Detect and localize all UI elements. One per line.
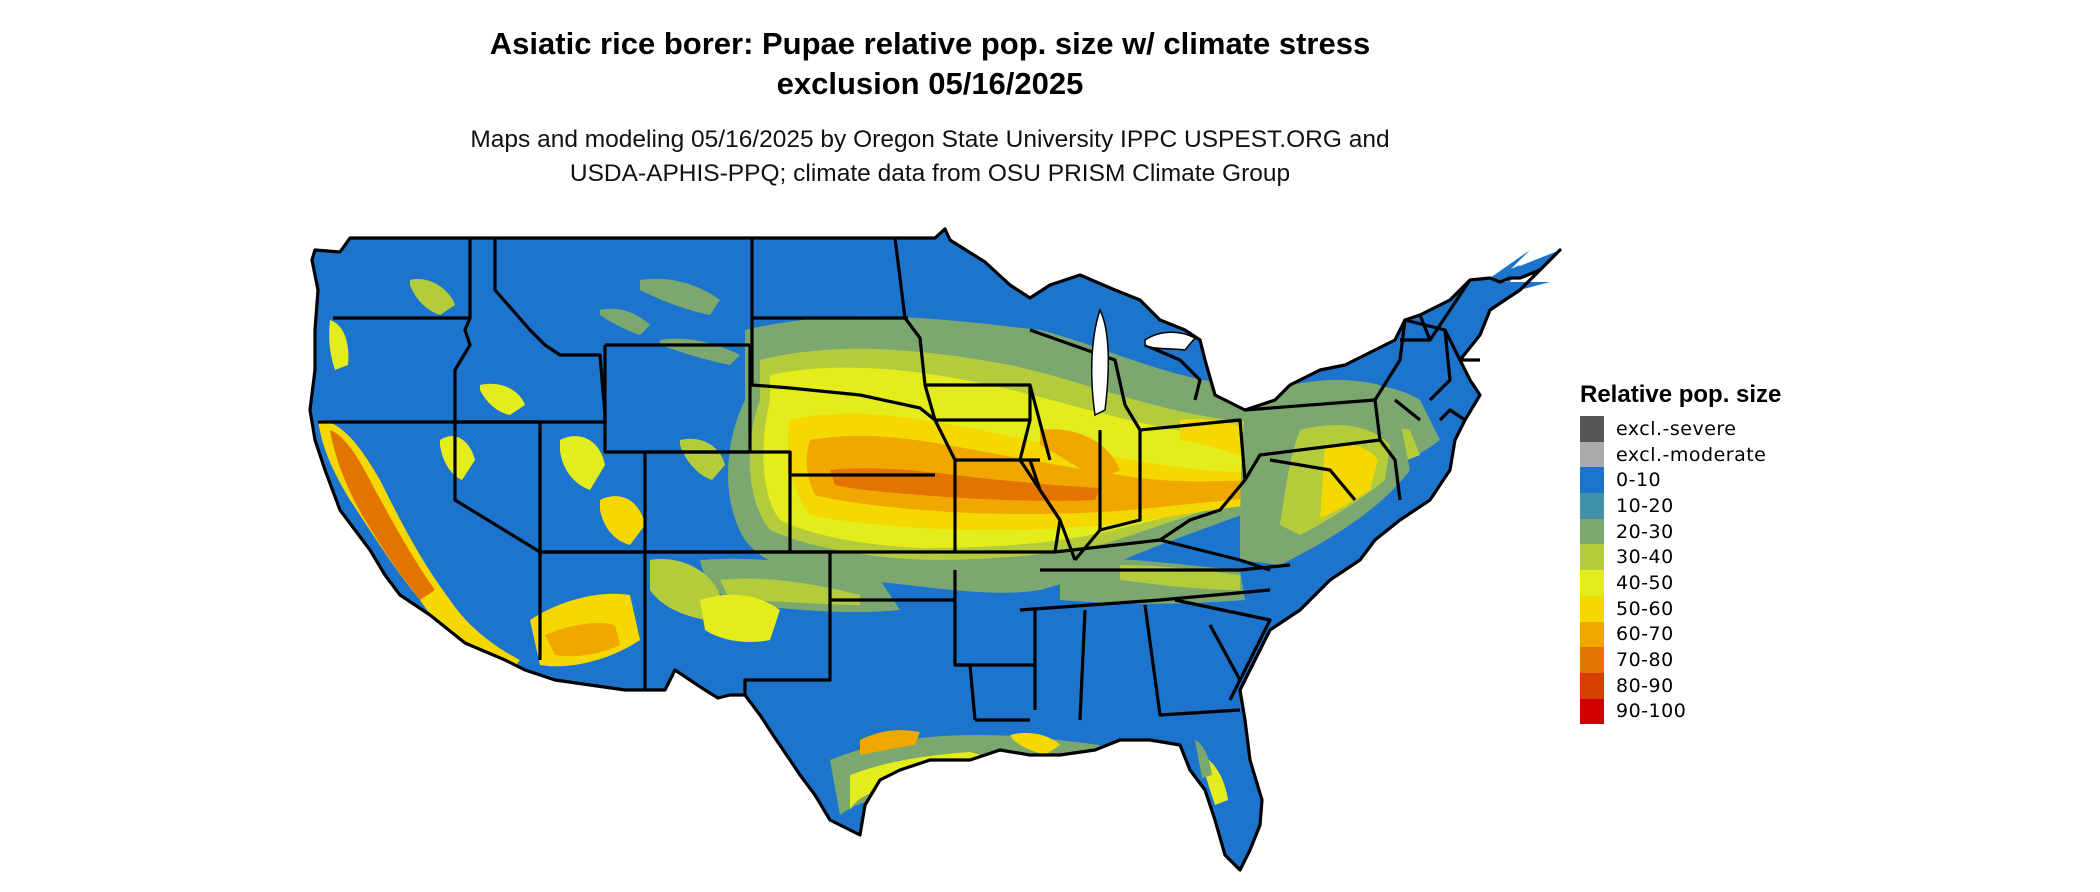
map-subtitle-line-1: Maps and modeling 05/16/2025 by Oregon S… (470, 126, 1390, 153)
legend-swatch (1580, 621, 1604, 648)
legend-label: 80-90 (1616, 674, 1674, 697)
legend-swatch (1580, 672, 1604, 699)
legend-label: 10-20 (1616, 494, 1674, 517)
legend-swatch (1580, 570, 1604, 596)
legend-swatch (1580, 467, 1604, 494)
legend-label: excl.-severe (1616, 417, 1737, 440)
legend-label: 20-30 (1616, 520, 1674, 543)
legend-label: 40-50 (1616, 571, 1674, 594)
legend-swatch (1580, 416, 1604, 442)
map-legend: Relative pop. size excl.-severe excl.-mod… (1580, 380, 1782, 725)
legend-swatch (1580, 595, 1604, 622)
map-subtitle: Maps and modeling 05/16/2025 by Oregon S… (0, 123, 1860, 191)
legend-swatch (1580, 441, 1604, 468)
legend-swatch (1580, 698, 1604, 725)
legend-item: 80-90 (1580, 672, 1781, 699)
legend-label: 90-100 (1616, 700, 1687, 723)
legend-item: 70-80 (1580, 647, 1781, 673)
legend-swatch (1580, 493, 1604, 519)
legend-item: 20-30 (1580, 518, 1781, 545)
legend-swatch (1580, 647, 1604, 673)
legend-item: 40-50 (1580, 570, 1781, 596)
map-title: Asiatic rice borer: Pupae relative pop. … (0, 24, 1860, 104)
legend-swatch (1580, 544, 1604, 571)
legend-label: 60-70 (1616, 623, 1674, 646)
legend-label: 0-10 (1616, 469, 1662, 492)
map-title-line-1: Asiatic rice borer: Pupae relative pop. … (489, 26, 1371, 61)
legend-item: excl.-moderate (1580, 441, 1781, 468)
legend-item: 50-60 (1580, 595, 1781, 622)
legend-item: 0-10 (1580, 467, 1781, 494)
legend-item: 90-100 (1580, 698, 1781, 725)
legend-items: excl.-severe excl.-moderate 0-10 10-20 20-30… (1580, 416, 1781, 725)
legend-item: 60-70 (1580, 621, 1781, 648)
legend-label: 70-80 (1616, 649, 1674, 672)
legend-item: excl.-severe (1580, 416, 1781, 442)
legend-item: 30-40 (1580, 544, 1781, 571)
legend-title: Relative pop. size (1580, 381, 1782, 408)
legend-label: excl.-moderate (1616, 443, 1767, 466)
map-title-line-2: exclusion 05/16/2025 (776, 66, 1084, 101)
map-subtitle-line-2: USDA-APHIS-PPQ; climate data from OSU PR… (569, 160, 1291, 187)
legend-swatch (1580, 518, 1604, 545)
legend-label: 30-40 (1616, 546, 1674, 569)
legend-item: 10-20 (1580, 493, 1781, 519)
legend-label: 50-60 (1616, 597, 1674, 620)
